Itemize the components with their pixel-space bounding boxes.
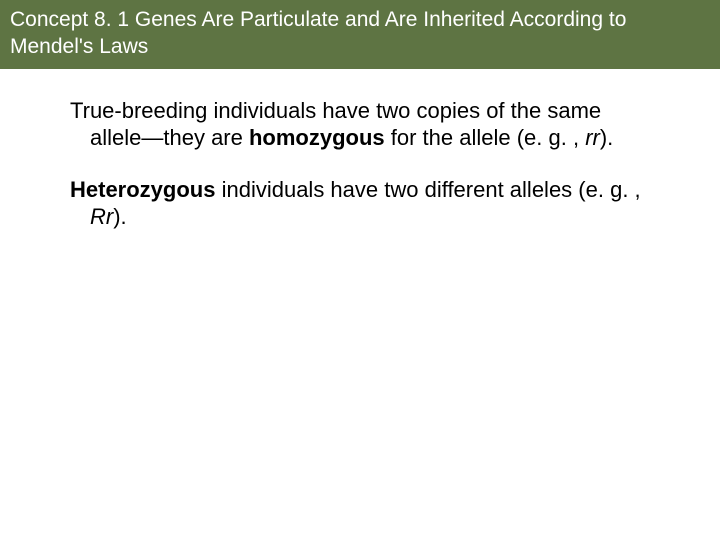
text-run: individuals have two different alleles (… [215,177,640,202]
text-run: rr [585,125,600,150]
text-run: Heterozygous [70,177,215,202]
slide-body: True-breeding individuals have two copie… [0,69,720,231]
text-run: homozygous [249,125,385,150]
text-run: ). [600,125,613,150]
text-run: ). [113,204,126,229]
paragraph-1: True-breeding individuals have two copie… [70,97,650,152]
paragraph-2: Heterozygous individuals have two differ… [70,176,650,231]
slide-header: Concept 8. 1 Genes Are Particulate and A… [0,0,720,69]
text-run: for the allele (e. g. , [385,125,586,150]
text-run: Rr [90,204,113,229]
slide-title: Concept 8. 1 Genes Are Particulate and A… [10,8,626,58]
